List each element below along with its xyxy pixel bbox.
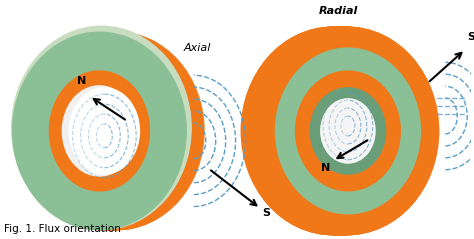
Ellipse shape [249,27,432,235]
Ellipse shape [21,32,196,230]
Ellipse shape [27,32,202,230]
Ellipse shape [19,32,194,230]
Ellipse shape [49,70,150,192]
Ellipse shape [30,32,205,230]
Ellipse shape [246,27,428,235]
Ellipse shape [16,32,191,230]
Ellipse shape [254,27,437,235]
Text: Radial: Radial [319,6,358,16]
Ellipse shape [15,32,190,230]
Ellipse shape [245,27,428,235]
Ellipse shape [275,47,421,214]
Ellipse shape [11,26,192,230]
Ellipse shape [69,87,140,175]
Ellipse shape [23,32,198,230]
Text: N: N [321,163,331,173]
Ellipse shape [247,27,430,235]
Ellipse shape [250,27,433,235]
Ellipse shape [13,32,188,230]
Ellipse shape [256,27,439,235]
Text: S: S [467,33,474,43]
Ellipse shape [28,32,203,230]
Text: Fig. 1. Flux orientation: Fig. 1. Flux orientation [4,224,121,234]
Ellipse shape [242,27,424,235]
Ellipse shape [253,27,436,235]
Ellipse shape [246,27,429,235]
Ellipse shape [22,32,197,230]
Ellipse shape [244,27,427,235]
Ellipse shape [18,32,193,230]
Ellipse shape [252,27,434,235]
Text: Axial: Axial [183,43,210,53]
Ellipse shape [29,32,204,230]
Ellipse shape [20,32,195,230]
Ellipse shape [26,32,201,230]
Ellipse shape [248,27,431,235]
Ellipse shape [62,85,137,177]
Ellipse shape [255,27,438,235]
Ellipse shape [255,27,438,235]
Ellipse shape [241,27,423,235]
Ellipse shape [25,32,200,230]
Ellipse shape [310,87,386,175]
Ellipse shape [243,27,426,235]
Ellipse shape [17,32,192,230]
Ellipse shape [12,32,187,230]
Ellipse shape [320,98,376,164]
Ellipse shape [14,32,189,230]
Text: N: N [77,76,86,86]
Text: S: S [263,208,270,218]
Ellipse shape [24,32,199,230]
Ellipse shape [295,71,401,191]
